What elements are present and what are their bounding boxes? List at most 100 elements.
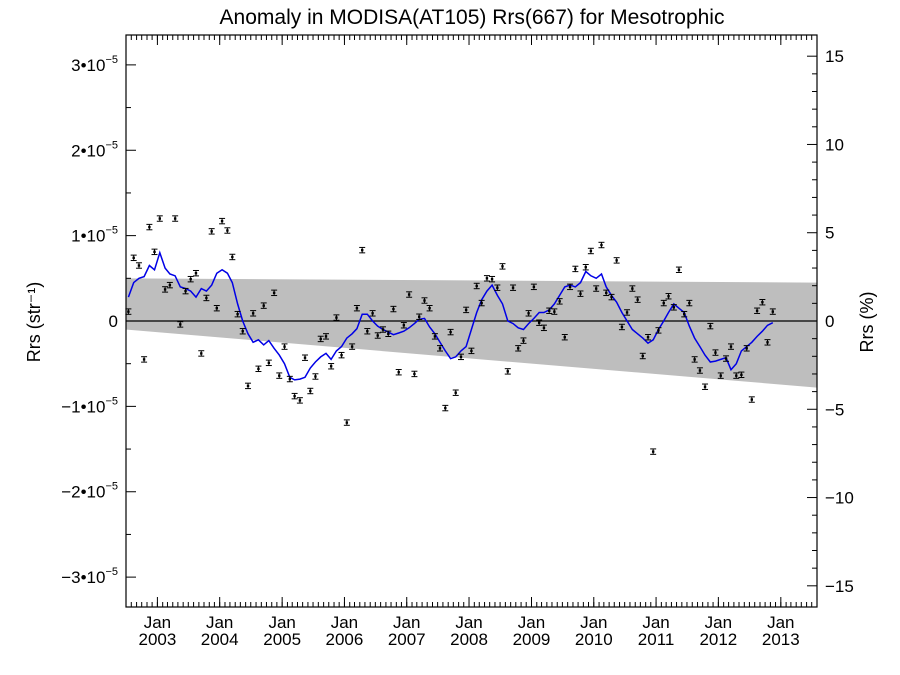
- anomaly-point: [431, 333, 438, 340]
- data-point: [683, 312, 686, 316]
- anomaly-point: [426, 304, 433, 312]
- data-point: [158, 217, 161, 220]
- data-point: [459, 355, 463, 359]
- anomaly-point: [219, 217, 226, 225]
- anomaly-point: [213, 304, 220, 312]
- data-point: [766, 341, 769, 344]
- anomaly-point: [374, 332, 381, 339]
- data-point: [210, 230, 213, 233]
- anomaly-point: [437, 345, 444, 352]
- x-tick-year-label: 2012: [699, 630, 737, 649]
- anomaly-point: [421, 297, 428, 304]
- x-tick-year-label: 2003: [138, 630, 176, 649]
- anomaly-point: [146, 223, 153, 231]
- data-point: [179, 323, 182, 326]
- anomaly-point: [691, 356, 698, 363]
- right-axis-title: Rrs (%): [857, 292, 877, 353]
- right-tick-label: −5: [825, 400, 844, 419]
- anomaly-point: [478, 299, 485, 307]
- anomaly-point: [582, 264, 589, 271]
- data-point: [220, 219, 224, 223]
- anomaly-point: [551, 308, 558, 315]
- data-point: [329, 365, 333, 368]
- data-point: [433, 335, 437, 338]
- anomaly-point: [333, 314, 340, 321]
- x-tick-year-label: 2013: [762, 630, 800, 649]
- anomaly-point: [660, 299, 667, 307]
- data-point: [480, 301, 483, 305]
- x-tick-month-label: Jan: [331, 613, 358, 632]
- anomaly-point: [291, 392, 298, 400]
- x-tick-year-label: 2010: [575, 630, 613, 649]
- x-tick-month-label: Jan: [642, 613, 669, 632]
- anomaly-point: [224, 227, 231, 234]
- data-point: [615, 259, 618, 262]
- data-point: [724, 357, 728, 360]
- data-point: [231, 255, 234, 259]
- anomaly-point: [577, 290, 584, 297]
- anomaly-point: [670, 304, 677, 311]
- anomaly-point: [442, 404, 449, 412]
- anomaly-point: [369, 310, 376, 317]
- data-point: [516, 347, 520, 350]
- anomaly-point: [499, 263, 506, 270]
- anomaly-point: [302, 354, 309, 361]
- anomaly-point: [712, 349, 719, 356]
- data-point: [589, 249, 593, 253]
- data-point: [303, 356, 307, 359]
- data-point: [392, 307, 395, 311]
- anomaly-point: [323, 333, 330, 340]
- data-point: [464, 308, 468, 312]
- data-point: [672, 306, 676, 309]
- data-point: [496, 286, 499, 289]
- anomaly-point: [733, 372, 740, 379]
- anomaly-point: [276, 372, 283, 379]
- anomaly-point: [385, 330, 392, 338]
- data-point: [532, 285, 536, 289]
- anomaly-point: [141, 356, 148, 363]
- anomaly-point: [182, 287, 189, 295]
- anomaly-point: [162, 286, 169, 293]
- anomaly-point: [380, 326, 387, 333]
- data-point: [677, 268, 681, 271]
- data-point: [417, 315, 421, 318]
- data-point: [319, 337, 322, 341]
- anomaly-point: [192, 269, 199, 277]
- anomaly-point: [307, 387, 314, 395]
- anomaly-point: [707, 322, 714, 330]
- anomaly-point: [452, 389, 459, 396]
- data-point: [288, 377, 292, 381]
- data-point: [324, 335, 328, 338]
- data-point: [262, 304, 265, 307]
- data-point: [771, 310, 774, 313]
- anomaly-point: [281, 343, 288, 350]
- anomaly-point: [634, 296, 641, 303]
- anomaly-point: [769, 308, 776, 315]
- data-point: [298, 399, 302, 402]
- anomaly-point: [593, 285, 600, 292]
- data-point: [355, 306, 359, 310]
- anomaly-point: [515, 345, 522, 352]
- anomaly-point: [483, 275, 490, 282]
- data-point: [470, 349, 473, 353]
- anomaly-point: [208, 228, 215, 235]
- data-point: [651, 450, 655, 453]
- left-tick-label: 1•10−5: [71, 225, 118, 246]
- anomaly-point: [489, 275, 496, 283]
- data-point: [522, 339, 525, 342]
- data-point: [548, 309, 551, 312]
- anomaly-point: [328, 363, 335, 370]
- anomaly-point: [343, 419, 350, 426]
- anomaly-point: [390, 305, 397, 313]
- data-point: [511, 286, 515, 289]
- anomaly-point: [738, 371, 745, 378]
- anomaly-point: [255, 365, 262, 373]
- x-tick-month-label: Jan: [580, 613, 607, 632]
- data-point: [745, 347, 748, 350]
- anomaly-point: [748, 396, 755, 403]
- data-point: [413, 372, 416, 376]
- data-point: [194, 271, 198, 275]
- anomaly-point: [645, 334, 652, 341]
- data-point: [719, 374, 722, 377]
- data-point: [605, 291, 608, 295]
